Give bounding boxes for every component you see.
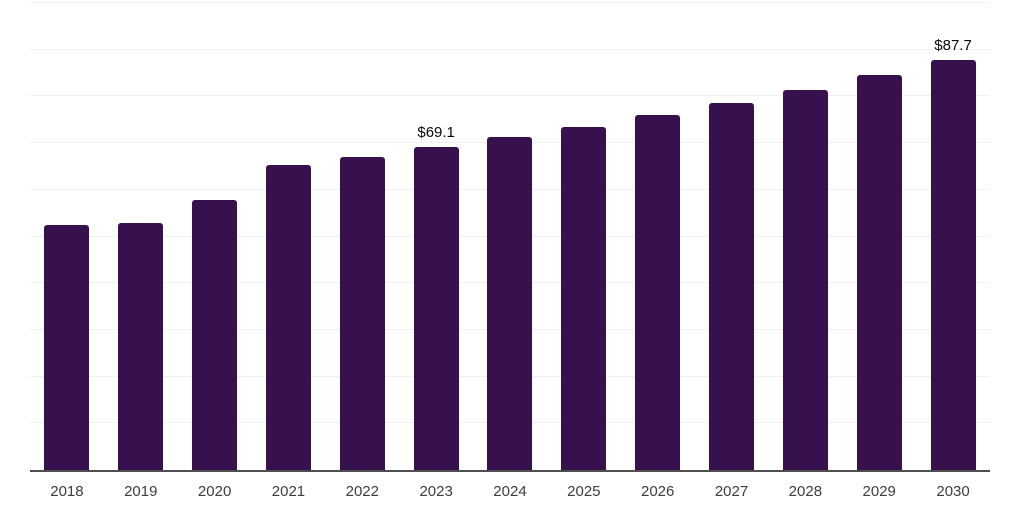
bar-2024	[487, 136, 533, 470]
x-tick-label-2030: 2030	[936, 483, 970, 500]
bar-slot-2026	[621, 3, 695, 470]
bar-2022	[339, 157, 385, 470]
bar-slot-2022	[325, 3, 399, 470]
bar-slot-2028	[768, 3, 842, 470]
bar-slot-2023: $69.1	[399, 3, 473, 470]
bar-slot-2019	[104, 3, 178, 470]
plot-area: $69.1 $87.7	[30, 2, 990, 472]
x-tick-label-2027: 2027	[714, 483, 749, 500]
x-tick-label-2022: 2022	[345, 483, 379, 500]
x-tick-label-2028: 2028	[788, 483, 823, 500]
bar-slot-2020	[178, 3, 252, 470]
bar-value-label-2030: $87.7	[934, 37, 972, 55]
bar-2027	[709, 103, 755, 470]
x-tick-label-2018: 2018	[50, 483, 84, 500]
bar-2030	[930, 60, 976, 470]
gridline	[30, 48, 990, 50]
gridline	[30, 2, 990, 3]
bar-2020	[192, 199, 238, 470]
bar-2023	[413, 147, 459, 470]
bar-2026	[635, 115, 681, 470]
bar-2018	[44, 225, 90, 470]
bar-2028	[782, 89, 828, 470]
bar-slot-2029	[842, 3, 916, 470]
bar-slot-2021	[252, 3, 326, 470]
gridline	[30, 95, 990, 97]
x-tick-label-2025: 2025	[567, 483, 601, 500]
bar-slot-2030: $87.7	[916, 3, 990, 470]
bar-value-label-2023: $69.1	[417, 124, 455, 142]
bar-2021	[265, 165, 311, 470]
x-tick-label-2026: 2026	[640, 483, 675, 500]
bar-2029	[856, 75, 902, 470]
x-axis-labels: 2018 2019 2020 2021 2022 2023 2024 2025 2026 2027…	[30, 482, 990, 502]
bar-2019	[118, 223, 164, 470]
x-tick-label-2021: 2021	[271, 483, 306, 500]
x-tick-label-2024: 2024	[493, 483, 527, 500]
bar-slot-2027	[695, 3, 769, 470]
bar-slot-2025	[547, 3, 621, 470]
x-tick-label-2019: 2019	[124, 483, 158, 500]
bars-row: $69.1 $87.7	[30, 3, 990, 470]
x-tick-label-2020: 2020	[197, 483, 232, 500]
x-tick-label-2029: 2029	[862, 483, 896, 500]
bar-slot-2024	[473, 3, 547, 470]
bar-slot-2018	[30, 3, 104, 470]
x-tick-label-2023: 2023	[419, 483, 453, 500]
bar-2025	[561, 127, 607, 470]
